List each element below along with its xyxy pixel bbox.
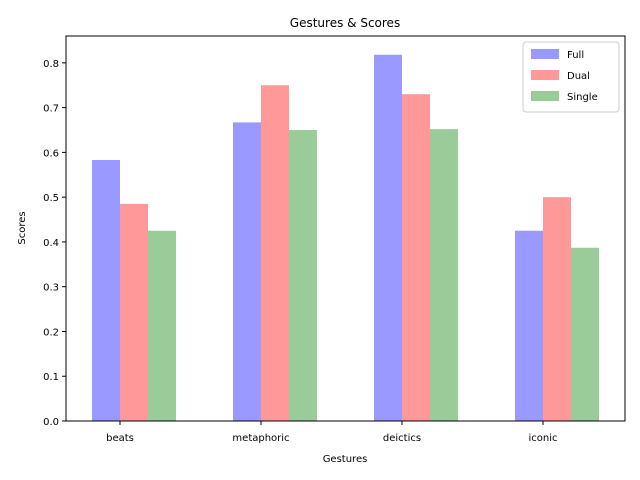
y-tick-label: 0.3: [43, 283, 59, 294]
chart-title: Gestures & Scores: [290, 16, 400, 30]
bars-group: [92, 54, 599, 422]
bar-dual-deictics: [402, 94, 430, 421]
y-tick-label: 0.5: [43, 193, 59, 204]
y-axis-ticks: 0.0 0.1 0.2 0.3 0.4 0.5 0.6 0.7 0.8: [43, 59, 66, 428]
y-tick-label: 0.1: [43, 372, 59, 383]
legend: Full Dual Single: [522, 41, 620, 113]
bar-single-deictics: [430, 129, 458, 421]
x-axis-label: Gestures: [323, 454, 368, 465]
x-tick-label-deictics: deictics: [383, 433, 421, 444]
x-tick-label-beats: beats: [106, 433, 134, 444]
y-tick-label: 0.4: [43, 238, 59, 249]
y-tick-label: 0.6: [43, 148, 59, 159]
y-tick-label: 0.8: [43, 59, 59, 70]
legend-label-dual: Dual: [567, 71, 590, 82]
x-tick-label-metaphoric: metaphoric: [232, 433, 289, 444]
x-tick-label-iconic: iconic: [528, 433, 557, 444]
x-axis-ticks: beats metaphoric deictics iconic: [106, 421, 558, 444]
bar-single-beats: [148, 230, 176, 421]
bar-dual-iconic: [543, 197, 571, 421]
legend-label-full: Full: [567, 50, 584, 61]
bar-full-metaphoric: [233, 122, 261, 422]
y-tick-label: 0.2: [43, 327, 59, 338]
legend-swatch-single: [531, 91, 559, 101]
plot-frame: [65, 35, 626, 422]
bar-dual-beats: [120, 203, 148, 421]
y-axis-label: Scores: [17, 211, 28, 244]
bar-full-beats: [92, 160, 120, 422]
bar-full-deictics: [374, 54, 402, 421]
legend-label-single: Single: [567, 92, 598, 103]
legend-swatch-dual: [531, 70, 559, 80]
bar-single-metaphoric: [289, 130, 317, 421]
y-tick-label: 0.0: [43, 417, 59, 428]
bar-full-iconic: [515, 230, 543, 421]
legend-swatch-full: [531, 49, 559, 59]
bar-dual-metaphoric: [261, 85, 289, 421]
y-tick-label: 0.7: [43, 104, 59, 115]
bar-single-iconic: [571, 247, 599, 421]
